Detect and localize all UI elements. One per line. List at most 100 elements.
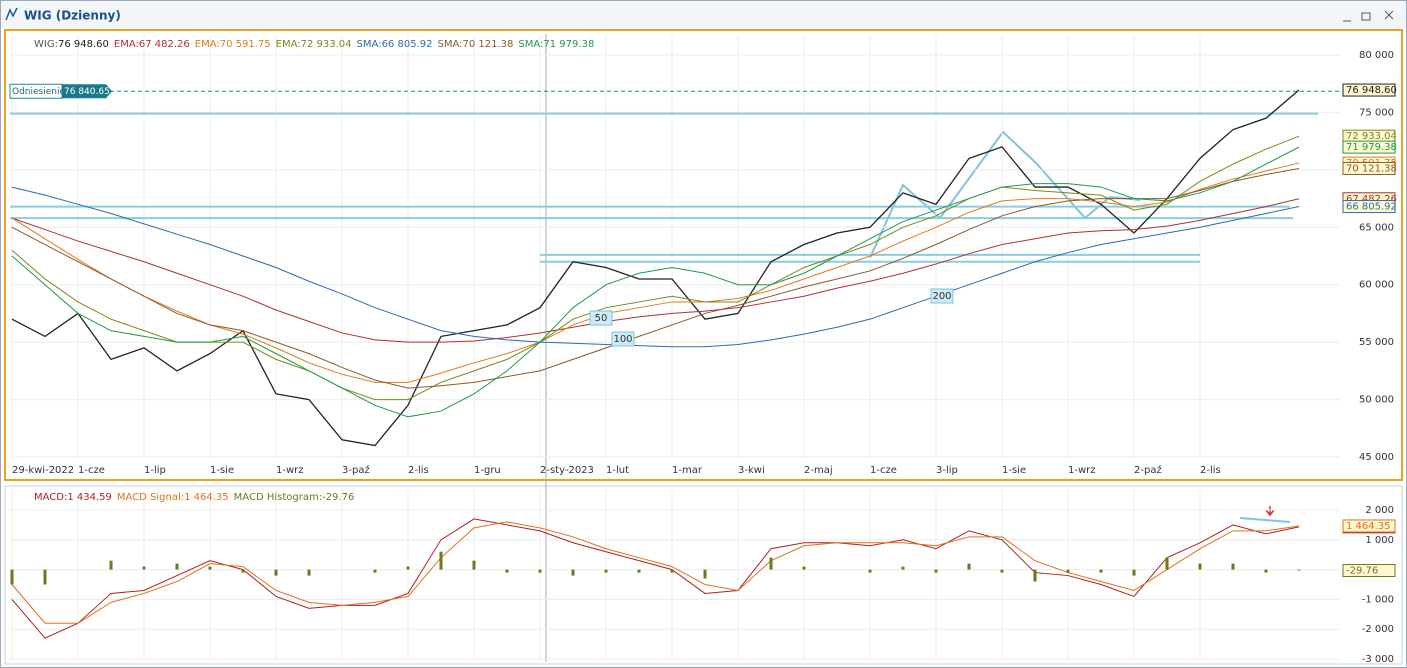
reference-value: 76 840.65 [64,87,110,97]
x-tick-label: 2-maj [804,465,833,476]
divergence-drawing [1239,517,1291,523]
histogram-bar [439,551,443,570]
indicator-line [11,146,1300,418]
histogram-bar [1132,569,1136,576]
histogram-bar [769,557,773,570]
y-tick-label: -1 000 [1362,594,1394,605]
histogram-bar [241,569,245,573]
histogram-bar [604,569,608,573]
y-tick-label: 75 000 [1359,107,1394,118]
indicator-line [11,167,1300,389]
x-tick-label: 1-sie [210,465,234,476]
histogram-bar [802,566,806,570]
histogram-bar [538,569,542,573]
histogram-bar [1231,563,1235,570]
indicator-line [11,135,1300,401]
price-tag-label: -29.76 [1346,565,1378,576]
legend-name: MACD Histogram: [234,492,322,503]
histogram-bar [868,569,872,573]
histogram-bar [175,563,179,570]
histogram-bar [967,563,971,570]
x-tick-label: 1-cze [78,465,105,476]
histogram-bar [1198,563,1202,570]
legend-value: 72 933.04 [301,39,352,50]
y-tick-label: -2 000 [1362,624,1394,635]
x-tick-label: 1-sie [1002,465,1026,476]
reference-label: Odniesienie [12,87,65,97]
window-icon [5,7,18,21]
indicator-line [11,521,1300,624]
legend-name: EMA: [195,39,220,50]
y-tick-label: 60 000 [1359,280,1394,291]
histogram-bar [703,569,707,579]
x-tick-label: 1-cze [870,465,897,476]
price-tag [1342,200,1396,214]
x-tick-label: 2-sty-2023 [540,465,594,476]
histogram-bar [43,569,47,585]
legend-value: 70 121.38 [462,39,513,50]
ma-annotation: 200 [932,291,951,302]
close-button[interactable] [1384,10,1394,20]
macd-panel-frame [4,485,1403,665]
histogram-bar [1165,557,1169,570]
x-tick-label: 1-gru [474,465,501,476]
y-tick-label: 65 000 [1359,222,1394,233]
legend-name: EMA: [276,39,301,50]
x-tick-label: 3-lip [936,465,958,476]
y-tick-label: 1 000 [1365,535,1394,546]
x-tick-label: 3-paź [342,464,370,476]
price-panel-frame [4,29,1403,481]
price-tag [1342,563,1396,577]
restore-button[interactable] [1361,12,1371,21]
price-tag-label: 67 482.26 [1346,194,1397,205]
reference-value-tag [62,84,112,99]
legend-name: SMA: [437,39,462,50]
window-controls[interactable] [1343,10,1394,22]
histogram-bar [670,569,674,573]
ma-annotation-box [930,288,954,304]
legend-value: -29.76 [322,492,354,503]
price-tag [1342,161,1396,175]
x-tick-label: 2-lis [1200,465,1221,476]
legend-value: 70 591.75 [220,39,271,50]
price-tag [1342,519,1396,533]
price-tag-label: 71 979.38 [1346,142,1397,153]
legend-name: MACD Signal: [117,492,184,503]
histogram-bar [901,566,905,570]
y-tick-label: 2 000 [1365,505,1394,516]
price-tag [1342,140,1396,154]
trend-drawing [869,130,1141,259]
title-bar [1,1,1406,28]
histogram-bar [1033,569,1037,582]
x-tick-label: 3-kwi [738,465,765,476]
ma-annotation: 50 [595,313,608,324]
x-tick-label: 2-paź [1134,464,1162,476]
legend-name: EMA: [114,39,139,50]
histogram-bar [505,569,509,573]
x-tick-label: 1-wrz [1068,465,1096,476]
histogram-bar [406,566,410,570]
histogram-bar [934,569,938,573]
histogram-bar [472,560,476,570]
indicator-line [11,186,1300,348]
x-tick-label: 1-lut [606,465,629,476]
histogram-bar [10,569,14,585]
ma-annotation-box [611,331,635,347]
price-tag [1342,83,1396,97]
histogram-bar [274,569,278,576]
indicator-line [11,198,1300,343]
y-tick-label: 80 000 [1359,50,1394,61]
legend: MACD:1 434.59 MACD Signal:1 464.35 MACD Hi… [34,492,354,503]
legend-value: 1 464.35 [184,492,229,503]
legend-name: MACD: [34,492,67,503]
price-tag-label: 66 805.92 [1346,202,1397,213]
legend-name: SMA: [518,39,543,50]
histogram-bar [1066,569,1070,573]
histogram-bar [109,560,113,570]
histogram-bar [208,566,212,570]
legend-name: WIG: [34,39,58,50]
legend-name: SMA: [357,39,382,50]
histogram-bar [373,569,377,573]
price-tag-label: 70 121.38 [1346,163,1397,174]
